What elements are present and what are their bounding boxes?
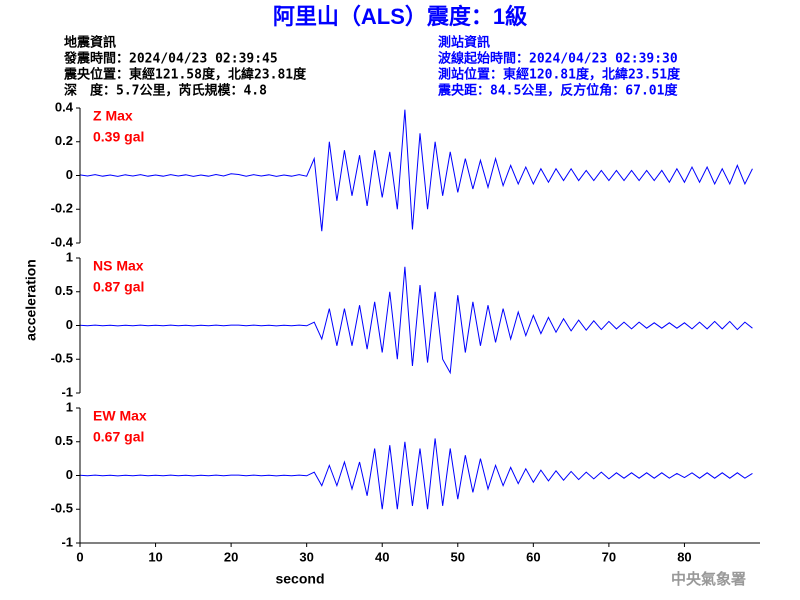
x-tick-label: 30 — [299, 549, 313, 564]
annotation: 0.87 gal — [93, 279, 144, 295]
footer: 中央氣象署 — [671, 570, 746, 588]
y-tick-label: 0 — [66, 467, 73, 482]
y-axis-label: acceleration — [23, 259, 39, 341]
y-tick-label: -0.4 — [51, 234, 74, 249]
station-info: 測站資訊 — [438, 35, 490, 51]
station-info: 波線起始時間：2024/04/23 02:39:30 — [438, 51, 678, 67]
waveform — [79, 266, 753, 375]
y-tick-label: 0 — [66, 317, 73, 332]
annotation: NS Max — [93, 258, 144, 274]
x-tick-label: 50 — [451, 549, 465, 564]
annotation: Z Max — [93, 108, 133, 124]
annotation: 0.39 gal — [93, 129, 144, 145]
x-tick-label: 80 — [677, 549, 691, 564]
chart-title: 阿里山（ALS）震度：1級 — [273, 4, 527, 29]
x-tick-label: 60 — [526, 549, 540, 564]
y-tick-label: 0.2 — [55, 133, 73, 148]
x-tick-label: 70 — [602, 549, 616, 564]
x-tick-label: 40 — [375, 549, 389, 564]
y-tick-label: 1 — [66, 249, 73, 264]
x-axis-label: second — [275, 571, 324, 587]
x-tick-label: 20 — [224, 549, 238, 564]
event-info: 發震時間：2024/04/23 02:39:45 — [63, 51, 278, 67]
annotation: 0.67 gal — [93, 429, 144, 445]
y-tick-label: 0.4 — [55, 99, 74, 114]
waveform — [79, 109, 753, 232]
station-info: 震央距：84.5公里，反方位角：67.01度 — [437, 83, 678, 99]
y-tick-label: -1 — [61, 534, 73, 549]
y-tick-label: -0.5 — [51, 501, 73, 516]
event-info: 震央位置：東經121.58度，北緯23.81度 — [63, 67, 307, 83]
y-tick-label: -1 — [61, 384, 73, 399]
station-info: 測站位置：東經120.81度，北緯23.51度 — [438, 67, 681, 83]
y-tick-label: 0.5 — [55, 433, 73, 448]
annotation: EW Max — [93, 408, 147, 424]
y-tick-label: -0.2 — [51, 201, 73, 216]
waveform — [79, 438, 753, 510]
x-tick-label: 0 — [76, 549, 83, 564]
y-tick-label: 1 — [66, 399, 73, 414]
y-tick-label: 0 — [66, 167, 73, 182]
y-tick-label: -0.5 — [51, 351, 73, 366]
event-info: 深 度：5.7公里，芮氏規模：4.8 — [64, 83, 267, 99]
event-info: 地震資訊 — [64, 35, 116, 51]
y-tick-label: 0.5 — [55, 283, 73, 298]
x-tick-label: 10 — [148, 549, 162, 564]
